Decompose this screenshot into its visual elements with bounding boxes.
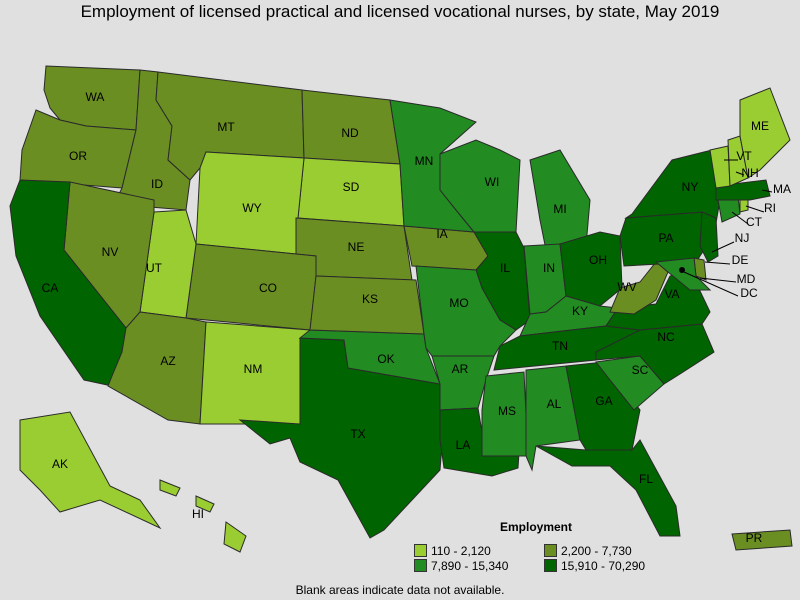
legend-label-1: 110 - 2,120 (431, 544, 491, 558)
state-label-dc: DC (740, 286, 758, 300)
state-label-ky: KY (572, 304, 588, 318)
state-nj (699, 211, 719, 263)
state-fl (535, 439, 681, 537)
state-label-vt: VT (736, 149, 752, 163)
state-label-wy: WY (242, 201, 261, 215)
legend-item-4: 15,910 - 70,290 (544, 559, 645, 573)
callout-line (683, 271, 739, 297)
callout-line (745, 205, 765, 213)
state-label-tx: TX (350, 427, 365, 441)
state-label-me: ME (751, 119, 769, 133)
state-label-nh: NH (741, 166, 758, 180)
state-label-in: IN (543, 261, 555, 275)
state-label-tn: TN (552, 339, 568, 353)
state-pr (731, 529, 793, 551)
state-label-pr: PR (746, 531, 763, 545)
callout-line (711, 241, 735, 253)
state-label-ia: IA (436, 227, 447, 241)
legend-label-4: 15,910 - 70,290 (561, 559, 646, 573)
state-label-pa: PA (658, 231, 673, 245)
map-title: Employment of licensed practical and lic… (80, 2, 720, 21)
state-label-ut: UT (146, 261, 163, 275)
state-label-nd: ND (341, 126, 359, 140)
state-label-nm: NM (244, 362, 263, 376)
legend-label-2: 2,200 - 7,730 (561, 544, 632, 558)
state-label-md: MD (737, 272, 756, 286)
legend: Employment 110 - 2,120 2,200 - 7,730 7,8… (414, 520, 684, 576)
state-label-ne: NE (348, 240, 365, 254)
state-label-ny: NY (682, 180, 699, 194)
legend-item-1: 110 - 2,120 (414, 544, 491, 558)
state-hi (159, 479, 247, 553)
state-co (185, 243, 317, 331)
state-label-ma: MA (773, 182, 791, 196)
legend-swatch-4 (544, 559, 557, 572)
state-label-ca: CA (42, 281, 59, 295)
state-label-sd: SD (343, 180, 360, 194)
state-label-id: ID (151, 177, 163, 191)
legend-item-2: 2,200 - 7,730 (544, 544, 632, 558)
legend-item-3: 7,890 - 15,340 (414, 559, 508, 573)
state-label-al: AL (547, 397, 562, 411)
state-label-ar: AR (452, 362, 469, 376)
state-label-la: LA (456, 438, 471, 452)
state-label-ks: KS (362, 292, 378, 306)
state-md (654, 257, 712, 291)
state-label-mo: MO (449, 296, 468, 310)
state-label-wv: WV (617, 280, 636, 294)
legend-title: Employment (500, 520, 573, 534)
state-label-mi: MI (553, 202, 566, 216)
state-az (107, 311, 207, 425)
state-la (439, 407, 521, 477)
state-mo (415, 265, 517, 357)
state-label-ms: MS (498, 404, 516, 418)
callout-line (704, 261, 731, 265)
legend-swatch-2 (544, 544, 557, 557)
state-label-oh: OH (589, 253, 607, 267)
state-label-mt: MT (217, 120, 235, 134)
legend-label-3: 7,890 - 15,340 (431, 559, 509, 573)
state-label-ri: RI (764, 201, 776, 215)
state-label-wa: WA (86, 90, 105, 104)
state-mi (529, 149, 591, 251)
callout-line (735, 171, 745, 176)
state-label-de: DE (732, 253, 749, 267)
state-label-hi: HI (192, 507, 204, 521)
state-label-nv: NV (102, 245, 119, 259)
state-label-wi: WI (485, 175, 500, 189)
state-oh (559, 231, 623, 307)
dc-marker (679, 267, 685, 273)
state-label-co: CO (259, 281, 277, 295)
state-label-or: OR (69, 149, 87, 163)
state-label-ok: OK (377, 352, 394, 366)
state-ak (19, 411, 162, 530)
data-note: Blank areas indicate data not available. (295, 583, 505, 597)
state-label-ak: AK (52, 457, 68, 471)
state-label-fl: FL (639, 472, 653, 486)
state-label-az: AZ (160, 354, 175, 368)
callout-line (731, 211, 749, 225)
state-wv (609, 261, 669, 315)
legend-swatch-1 (414, 544, 427, 557)
callout-line (699, 277, 737, 283)
state-label-ct: CT (746, 215, 763, 229)
state-ms (481, 371, 529, 457)
state-label-nc: NC (657, 330, 675, 344)
callout-line (761, 189, 773, 193)
state-label-il: IL (500, 261, 510, 275)
legend-swatch-3 (414, 559, 427, 572)
state-label-va: VA (664, 287, 679, 301)
state-label-mn: MN (415, 154, 434, 168)
state-label-nj: NJ (735, 231, 750, 245)
state-me (739, 87, 791, 179)
state-label-sc: SC (632, 363, 649, 377)
state-label-ga: GA (595, 394, 612, 408)
